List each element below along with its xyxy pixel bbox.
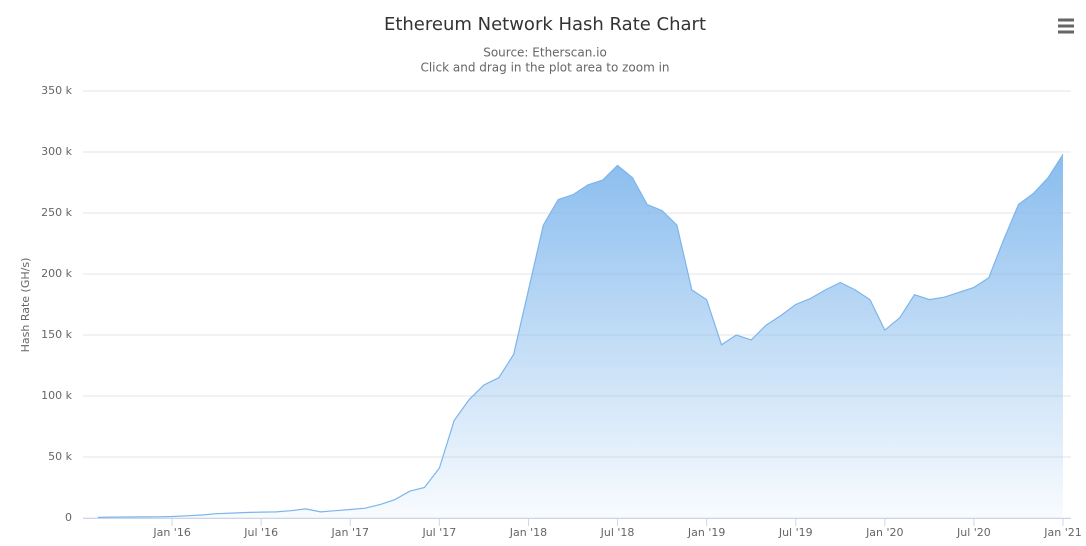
- y-tick-label: 200 k: [41, 267, 72, 280]
- x-tick-label: Jul '19: [778, 526, 813, 539]
- chart-subtitle: Source: Etherscan.io: [483, 46, 607, 60]
- y-tick-label: 350 k: [41, 84, 72, 97]
- y-tick-label: 300 k: [41, 145, 72, 158]
- zoom-hint: Click and drag in the plot area to zoom …: [420, 61, 669, 75]
- x-tick-label: Jan '19: [687, 526, 725, 539]
- area-line: [97, 154, 1064, 518]
- chart-title: Ethereum Network Hash Rate Chart: [384, 14, 706, 35]
- y-tick-label: 150 k: [41, 328, 72, 341]
- area-fill: [97, 154, 1064, 518]
- x-tick-label: Jan '16: [152, 526, 190, 539]
- x-tick-label: Jul '18: [600, 526, 635, 539]
- y-tick-label: 100 k: [41, 389, 72, 402]
- y-tick-label: 0: [65, 511, 72, 524]
- menu-button[interactable]: [1052, 14, 1080, 38]
- x-tick-label: Jul '17: [421, 526, 456, 539]
- x-tick-label: Jan '17: [331, 526, 369, 539]
- x-tick-label: Jan '18: [509, 526, 547, 539]
- x-tick-label: Jul '20: [956, 526, 991, 539]
- y-tick-label: 250 k: [41, 206, 72, 219]
- y-tick-label: 50 k: [48, 450, 72, 463]
- y-axis-title: Hash Rate (GH/s): [19, 258, 32, 353]
- x-tick-label: Jul '16: [243, 526, 278, 539]
- x-tick-label: Jan '20: [865, 526, 903, 539]
- x-tick-label: Jan '21: [1043, 526, 1081, 539]
